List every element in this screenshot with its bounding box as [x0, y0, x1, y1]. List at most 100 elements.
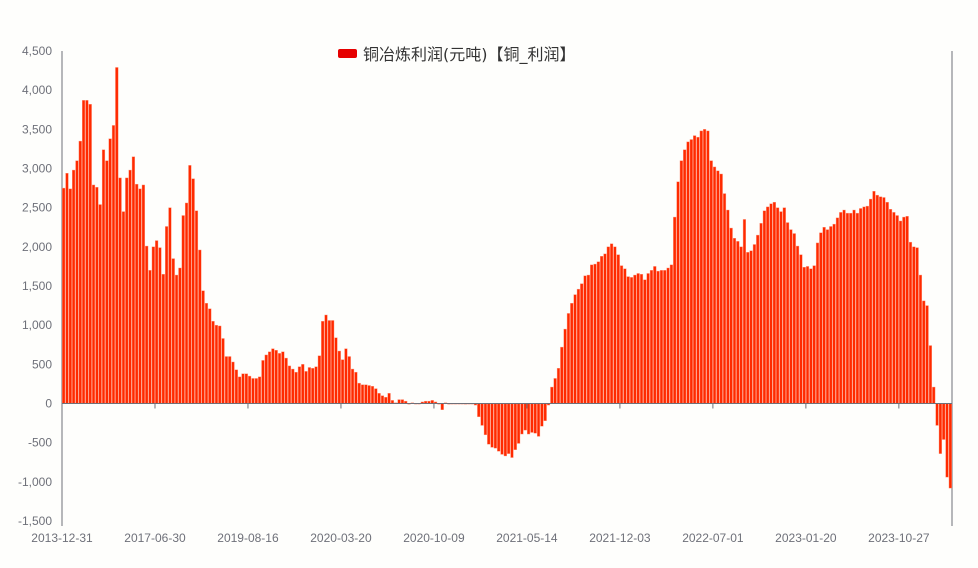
bar[interactable] — [659, 270, 663, 404]
bar[interactable] — [377, 393, 381, 404]
bar[interactable] — [214, 324, 218, 404]
bar[interactable] — [583, 275, 587, 404]
bar[interactable] — [922, 300, 926, 404]
bar[interactable] — [779, 211, 783, 404]
bar[interactable] — [865, 205, 869, 404]
bar[interactable] — [825, 229, 830, 404]
bar[interactable] — [125, 177, 129, 404]
bar[interactable] — [835, 217, 839, 404]
bar[interactable] — [341, 359, 345, 404]
bar[interactable] — [287, 365, 292, 404]
bar[interactable] — [932, 386, 936, 404]
bar[interactable] — [337, 350, 341, 404]
bar[interactable] — [862, 206, 866, 404]
bar[interactable] — [480, 403, 484, 426]
bar[interactable] — [918, 274, 923, 404]
bar[interactable] — [191, 178, 195, 404]
bar[interactable] — [62, 187, 66, 404]
bar[interactable] — [925, 305, 929, 404]
bar[interactable] — [151, 246, 155, 404]
bar[interactable] — [311, 368, 315, 404]
bar[interactable] — [566, 313, 570, 404]
bar[interactable] — [719, 173, 723, 404]
bar[interactable] — [570, 303, 574, 404]
bar[interactable] — [855, 212, 859, 404]
bar[interactable] — [872, 191, 876, 404]
bar[interactable] — [238, 376, 242, 404]
bar[interactable] — [211, 321, 215, 404]
bar[interactable] — [663, 270, 667, 404]
bar[interactable] — [155, 240, 159, 404]
bar[interactable] — [869, 198, 873, 404]
bar[interactable] — [590, 264, 594, 404]
bar[interactable] — [75, 160, 79, 404]
bar[interactable] — [739, 246, 743, 404]
bar[interactable] — [128, 169, 132, 404]
bar[interactable] — [208, 308, 212, 404]
bar[interactable] — [533, 403, 537, 434]
bar[interactable] — [95, 187, 99, 404]
bar[interactable] — [908, 241, 913, 404]
bar[interactable] — [736, 241, 740, 404]
bar[interactable] — [344, 348, 348, 404]
bar[interactable] — [131, 156, 135, 404]
bar[interactable] — [284, 357, 288, 404]
bar[interactable] — [573, 294, 577, 404]
bar[interactable] — [905, 216, 909, 404]
bar[interactable] — [732, 238, 737, 404]
bar[interactable] — [938, 403, 942, 454]
bar[interactable] — [550, 386, 554, 404]
bar[interactable] — [168, 207, 172, 404]
bar[interactable] — [928, 345, 932, 404]
bar[interactable] — [626, 276, 630, 404]
bar[interactable] — [852, 209, 856, 404]
bar[interactable] — [440, 403, 444, 410]
bar[interactable] — [98, 204, 102, 404]
bar[interactable] — [221, 338, 225, 404]
bar[interactable] — [762, 210, 766, 404]
bar[interactable] — [759, 223, 763, 404]
bar[interactable] — [520, 403, 524, 435]
bar[interactable] — [523, 403, 527, 431]
bar[interactable] — [580, 283, 584, 404]
bar[interactable] — [839, 212, 843, 404]
bar[interactable] — [324, 314, 328, 404]
bar[interactable] — [606, 246, 610, 404]
bar[interactable] — [380, 395, 385, 404]
bar[interactable] — [141, 184, 145, 404]
bar[interactable] — [261, 360, 265, 404]
bar[interactable] — [105, 160, 109, 404]
bar[interactable] — [686, 141, 690, 404]
bar[interactable] — [304, 371, 308, 404]
bar[interactable] — [935, 403, 939, 426]
bar[interactable] — [65, 172, 69, 404]
bar[interactable] — [158, 247, 162, 404]
bar[interactable] — [188, 165, 192, 404]
bar[interactable] — [832, 223, 836, 404]
bar[interactable] — [536, 403, 541, 437]
bar[interactable] — [108, 138, 112, 404]
bar[interactable] — [347, 356, 351, 404]
bar[interactable] — [364, 384, 368, 404]
bar[interactable] — [367, 385, 371, 404]
bar[interactable] — [815, 242, 820, 404]
bar[interactable] — [875, 194, 879, 404]
bar[interactable] — [360, 384, 365, 404]
bar[interactable] — [553, 378, 557, 404]
bar[interactable] — [314, 366, 318, 404]
bar[interactable] — [885, 201, 889, 404]
bar[interactable] — [248, 375, 252, 404]
bar[interactable] — [593, 263, 597, 404]
bar[interactable] — [819, 232, 823, 404]
bar[interactable] — [726, 209, 730, 404]
bar[interactable] — [82, 100, 86, 404]
bar[interactable] — [842, 209, 846, 404]
bar[interactable] — [317, 355, 321, 404]
bar[interactable] — [809, 268, 813, 404]
bar[interactable] — [85, 100, 89, 404]
bar[interactable] — [171, 258, 175, 404]
bar[interactable] — [178, 267, 182, 404]
bar[interactable] — [696, 136, 700, 404]
bar[interactable] — [301, 364, 305, 404]
bar[interactable] — [387, 393, 391, 404]
